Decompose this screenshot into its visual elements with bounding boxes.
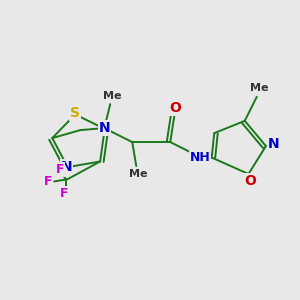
Text: NH: NH bbox=[190, 151, 211, 164]
Text: S: S bbox=[70, 106, 80, 120]
Text: N: N bbox=[61, 160, 73, 174]
Text: O: O bbox=[244, 174, 256, 188]
Text: F: F bbox=[44, 175, 52, 188]
Text: N: N bbox=[268, 137, 280, 151]
Text: Me: Me bbox=[129, 169, 148, 179]
Text: Me: Me bbox=[103, 91, 122, 101]
Text: N: N bbox=[98, 121, 110, 135]
Text: F: F bbox=[60, 187, 68, 200]
Text: Me: Me bbox=[250, 83, 268, 93]
Text: F: F bbox=[56, 163, 64, 176]
Text: O: O bbox=[169, 101, 181, 115]
